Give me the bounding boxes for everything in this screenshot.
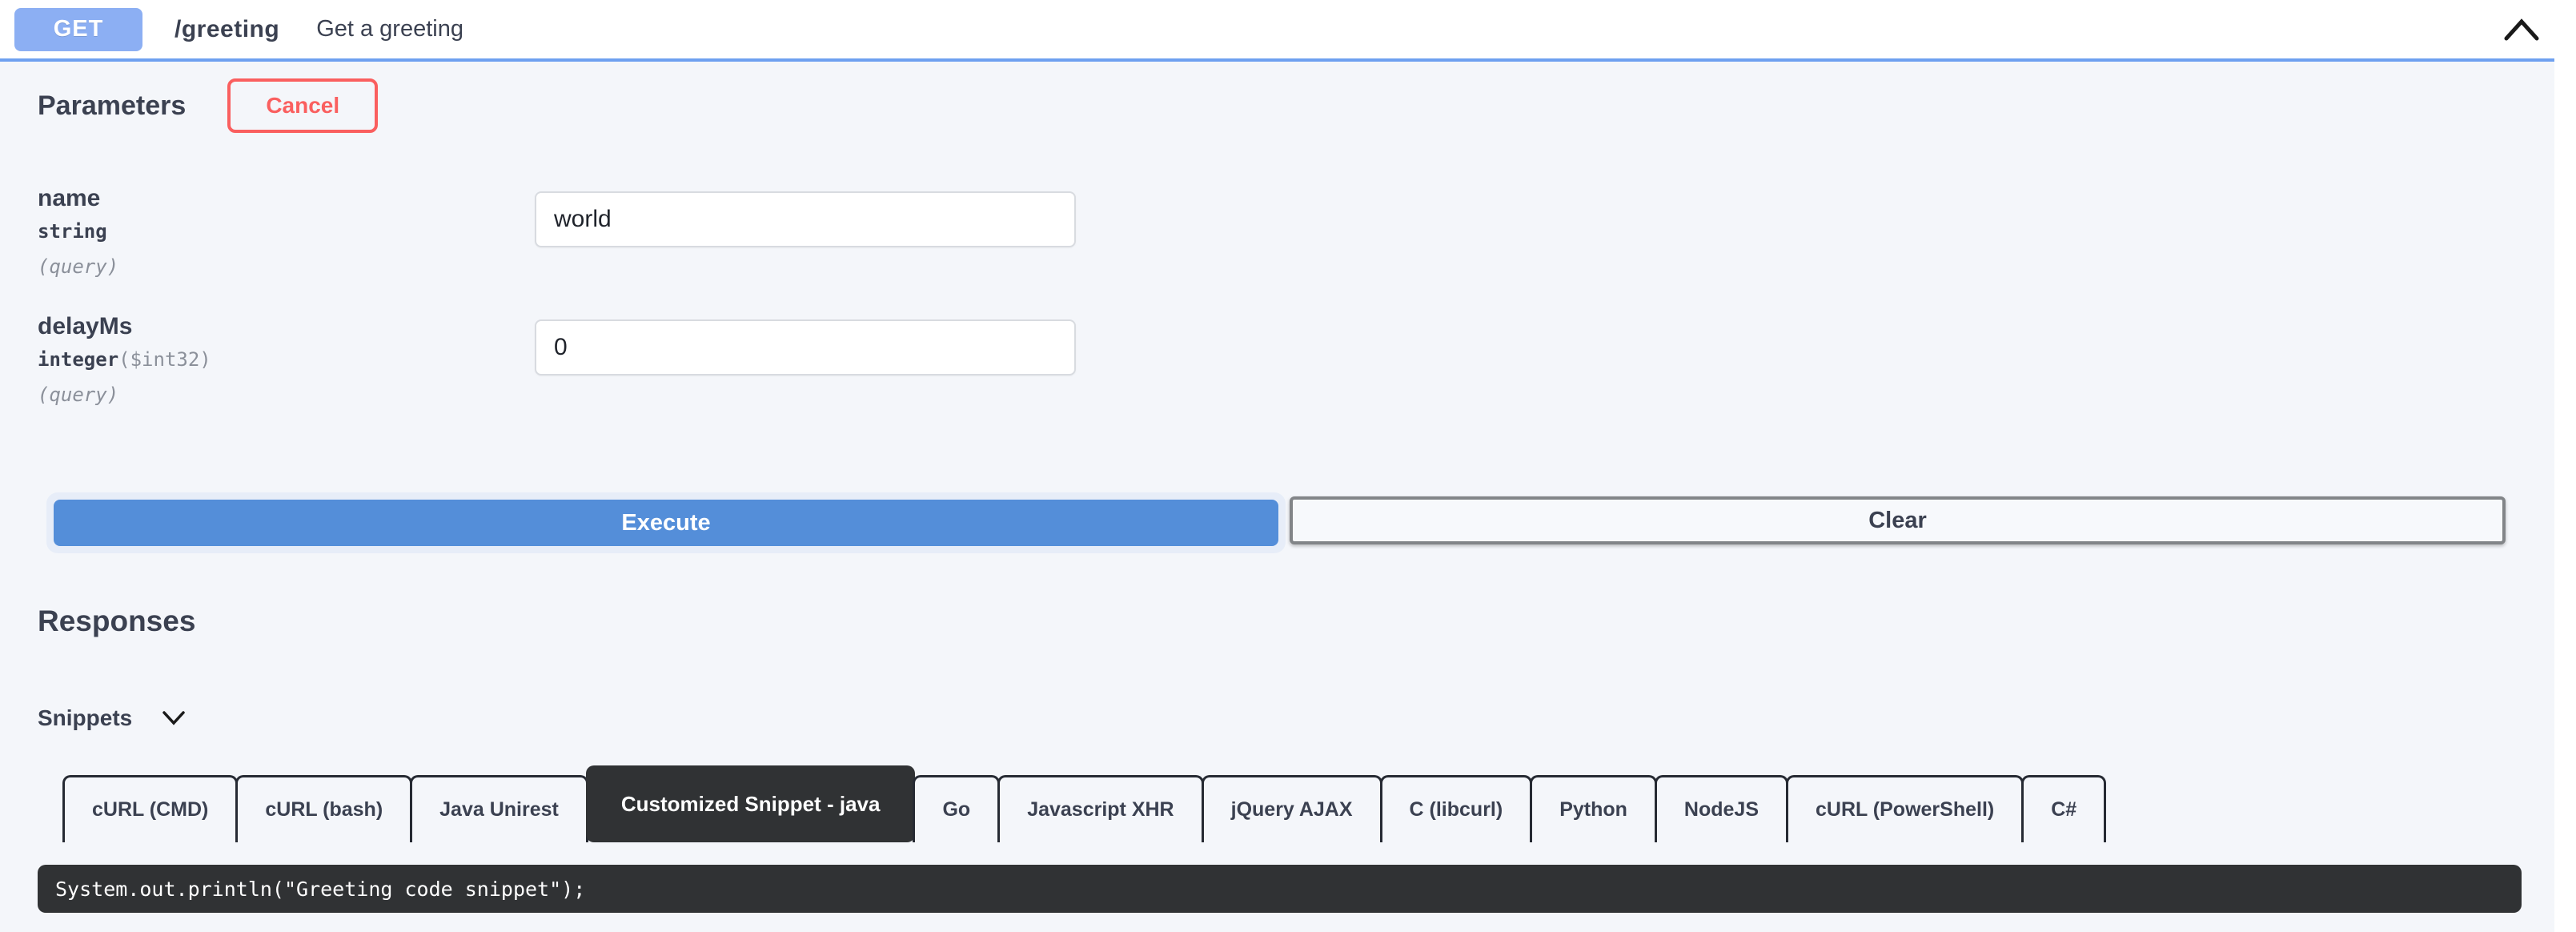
parameters-header: Parameters Cancel [38,78,2554,134]
code-snippet-text: System.out.println("Greeting code snippe… [55,877,586,901]
cancel-button[interactable]: Cancel [227,78,379,133]
parameter-row-name: name string (query) [38,185,2554,278]
snippet-tab-curl-powershell[interactable]: cURL (PowerShell) [1786,775,2024,842]
snippet-tab-customized-snippet-java[interactable]: Customized Snippet - java [585,765,916,842]
parameter-type-base: integer [38,348,119,371]
snippet-tab-nodejs[interactable]: NodeJS [1654,775,1789,842]
snippet-tab-python[interactable]: Python [1530,775,1657,842]
snippet-tab-curl-bash[interactable]: cURL (bash) [235,775,413,842]
parameter-location: (query) [38,255,119,278]
parameter-meta: delayMs integer($int32) (query) [38,313,535,406]
parameter-meta: name string (query) [38,185,535,278]
operation-header[interactable]: GET /greeting Get a greeting [0,0,2554,62]
responses-title: Responses [38,605,196,637]
code-snippet-block: System.out.println("Greeting code snippe… [38,865,2522,913]
parameter-name: delayMs [38,313,133,339]
parameters-title: Parameters [38,90,187,121]
parameter-type: integer($int32) [38,348,535,371]
name-parameter-input[interactable] [535,191,1076,247]
parameter-type: string [38,220,535,243]
parameter-type-base: string [38,220,107,243]
snippet-tab-csharp[interactable]: C# [2021,775,2107,842]
snippet-tabs: cURL (CMD) cURL (bash) Java Unirest Customi… [62,765,2554,842]
parameter-type-format: ($int32) [118,348,211,371]
snippets-toggle[interactable]: Snippets [38,705,187,731]
chevron-up-icon [2504,17,2539,42]
clear-button[interactable]: Clear [1290,496,2506,544]
operation-body: Parameters Cancel name string (query) de… [0,62,2554,932]
operation-summary: Get a greeting [316,16,463,42]
chevron-down-icon [146,709,187,728]
method-badge: GET [14,7,142,51]
execute-row: Execute Clear [46,492,2554,553]
snippet-tab-go[interactable]: Go [913,775,1001,842]
snippet-tab-curl-cmd[interactable]: cURL (CMD) [62,775,239,842]
execute-button-wrapper: Execute [46,492,1286,553]
parameter-location: (query) [38,384,119,406]
collapse-button[interactable] [2502,10,2542,50]
snippet-tab-java-unirest[interactable]: Java Unirest [410,775,588,842]
parameter-row-delayms: delayMs integer($int32) (query) [38,313,2554,406]
snippets-label: Snippets [38,705,133,730]
parameter-name: name [38,185,101,211]
snippet-tab-jquery-ajax[interactable]: jQuery AJAX [1201,775,1382,842]
snippet-tab-c-libcurl[interactable]: C (libcurl) [1379,775,1533,842]
execute-button[interactable]: Execute [54,500,1278,546]
snippet-tab-javascript-xhr[interactable]: Javascript XHR [997,775,1204,842]
operation-path: /greeting [175,15,280,42]
delayms-parameter-input[interactable] [535,319,1076,376]
